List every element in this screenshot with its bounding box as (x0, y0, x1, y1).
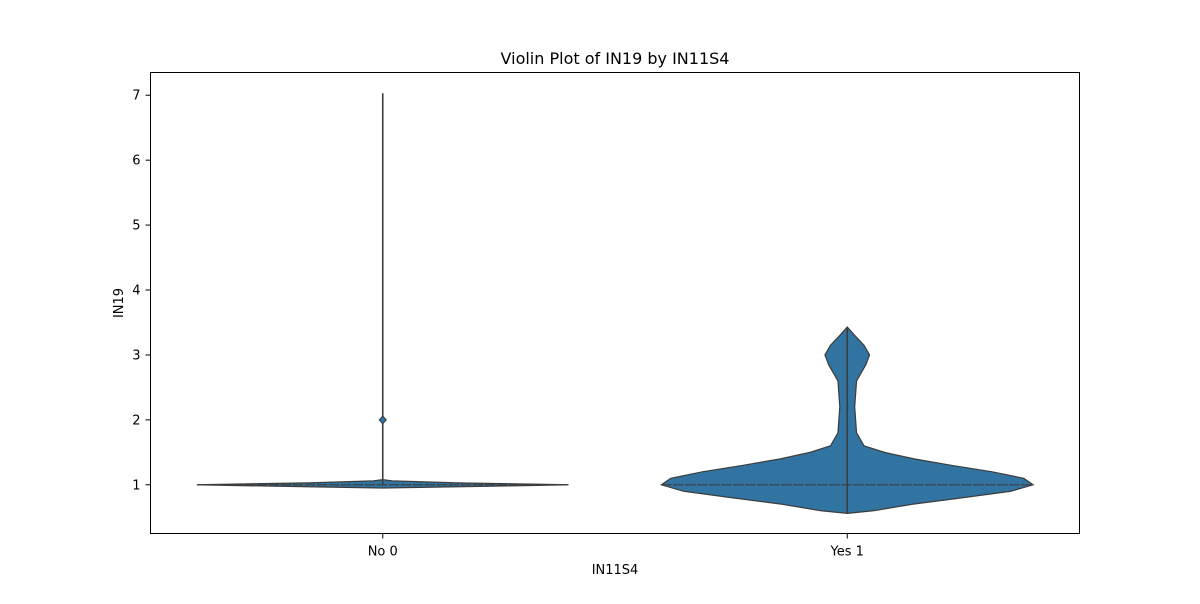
plot-frame (150, 72, 1080, 534)
y-tick-label: 1 (132, 478, 140, 493)
y-axis: 1 2 3 4 5 6 7 (132, 89, 151, 493)
violin-1 (196, 93, 569, 489)
x-axis-label: IN11S4 (592, 563, 639, 578)
x-tick-label: Yes 1 (830, 545, 864, 560)
chart-title: Violin Plot of IN19 by IN11S4 (501, 49, 730, 68)
y-tick-label: 6 (132, 154, 140, 169)
y-tick-label: 2 (132, 413, 140, 428)
violins-layer (196, 93, 1035, 514)
y-tick-label: 7 (132, 89, 140, 104)
violin-marker (378, 415, 387, 425)
y-tick-label: 5 (132, 219, 140, 234)
y-axis-label: IN19 (112, 288, 127, 318)
violin-2 (660, 326, 1035, 514)
x-tick-label: No 0 (368, 545, 398, 560)
y-tick-label: 3 (132, 348, 140, 363)
y-tick-label: 4 (132, 284, 140, 299)
x-axis: No 0 Yes 1 (368, 533, 864, 560)
